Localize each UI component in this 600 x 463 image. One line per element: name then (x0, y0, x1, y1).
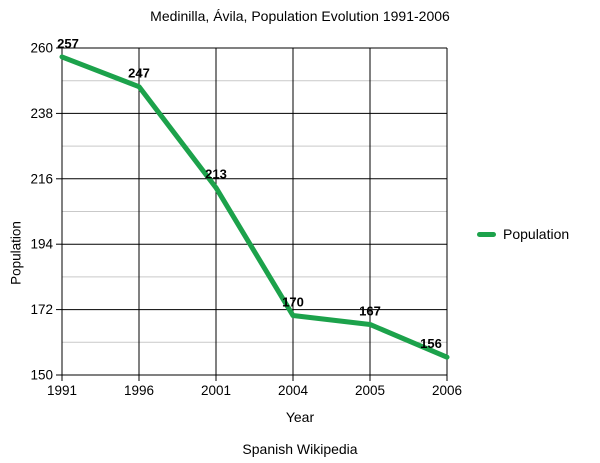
chart-source: Spanish Wikipedia (242, 441, 358, 457)
x-tick-label: 2006 (432, 383, 462, 398)
y-tick-label: 216 (30, 171, 53, 186)
legend: Population (477, 226, 569, 242)
y-axis-title: Population (8, 221, 24, 285)
population-line (59, 54, 450, 360)
x-tick-label: 2001 (201, 383, 231, 398)
data-point-label: 170 (282, 295, 304, 310)
x-axis-title: Year (285, 409, 315, 425)
data-point-label: 257 (57, 36, 79, 51)
y-tick-label: 194 (30, 237, 53, 252)
data-point-label: 167 (359, 303, 381, 318)
chart-title: Medinilla, Ávila, Population Evolution 1… (150, 8, 450, 24)
data-point-label: 156 (420, 336, 442, 351)
x-tick-label: 1996 (124, 383, 154, 398)
data-point-label: 213 (205, 167, 227, 182)
legend-label: Population (503, 226, 570, 242)
y-tick-label: 150 (30, 368, 53, 383)
y-tick-label: 172 (30, 302, 53, 317)
legend-line-swatch (477, 231, 496, 237)
y-tick-label: 260 (30, 41, 53, 56)
y-tick-label: 238 (30, 106, 53, 121)
x-tick-label: 2005 (355, 383, 385, 398)
x-tick-label: 2004 (278, 383, 309, 398)
x-tick-label: 1991 (47, 383, 77, 398)
data-point-label: 247 (128, 66, 150, 81)
